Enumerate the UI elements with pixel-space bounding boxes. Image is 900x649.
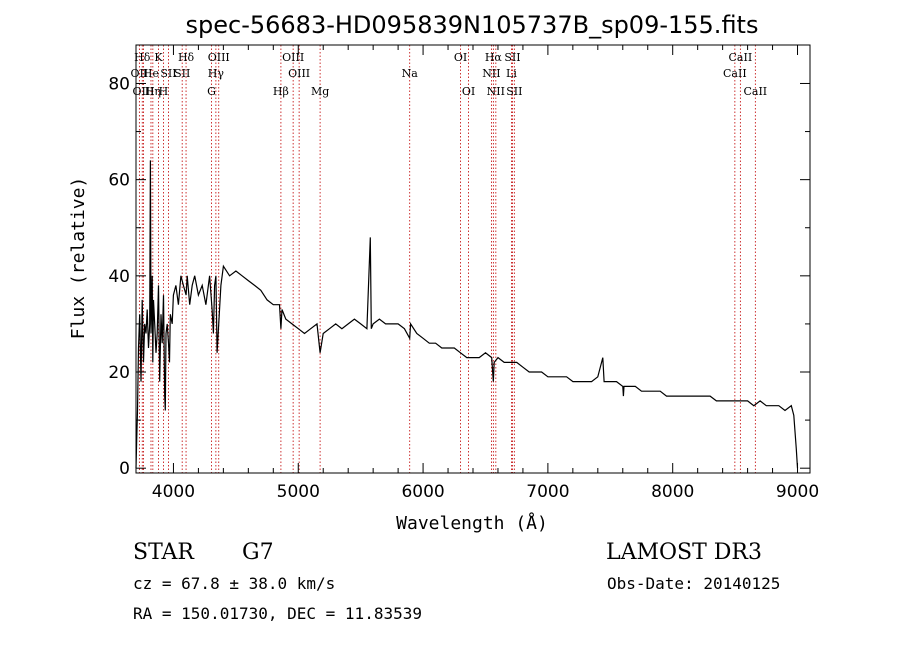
spectral-line-label: SII [174, 67, 190, 80]
spectral-line-label: Hδ [178, 51, 195, 64]
object-subclass: G7 [242, 540, 274, 565]
spectral-line-label: OII [131, 67, 149, 80]
spectral-line-label: Hα [485, 51, 503, 64]
plot-frame [135, 44, 811, 474]
observation-date: Obs-Date: 20140125 [607, 574, 781, 593]
spectral-line-label: OIII [288, 67, 310, 80]
x-tick-label: 6000 [401, 482, 444, 502]
y-tick-label: 80 [108, 74, 130, 94]
y-tick-label: 0 [119, 459, 130, 479]
spectral-line-label: He [143, 67, 159, 80]
spectral-line-markers [138, 45, 756, 473]
spectral-line-label: OIII [208, 51, 230, 64]
spectral-line-label: SII [504, 51, 520, 64]
spectral-line-label: CaII [729, 51, 753, 64]
spectral-line-label: Hη [145, 85, 161, 98]
spectral-line-label: SII [160, 67, 176, 80]
spectral-line-label: G [207, 85, 216, 98]
spectral-line-label: OI [462, 85, 475, 98]
y-axis-label: Flux (relative) [68, 177, 89, 340]
spectral-line-label: CaII [723, 67, 747, 80]
spectral-line-label: Mg [311, 85, 329, 98]
survey-name: LAMOST DR3 [606, 540, 762, 565]
spectral-line-label: SII [506, 85, 522, 98]
spectral-line-label: NII [487, 85, 505, 98]
spectral-line-label: OIII [282, 51, 304, 64]
spectral-line-label: CaII [743, 85, 767, 98]
x-tick-label: 4000 [152, 482, 195, 502]
x-tick-label: 8000 [651, 482, 694, 502]
spectral-line-label: Na [402, 67, 419, 80]
y-tick-label: 60 [108, 171, 130, 191]
chart-title: spec-56683-HD095839N105737B_sp09-155.fit… [186, 11, 759, 39]
axis-ticks: 4000 5000 6000 7000 8000 9000 0 20 40 60 80 [108, 45, 819, 502]
spectral-line-label: OIII [132, 85, 154, 98]
x-tick-label: 9000 [776, 482, 819, 502]
x-axis-label: Wavelength (Å) [396, 512, 548, 534]
ra-dec-coordinates: RA = 150.01730, DEC = 11.83539 [133, 604, 422, 623]
spectral-line-label: OI [454, 51, 467, 64]
spectral-line-label: Hβ [273, 85, 289, 98]
spectral-line-label: Hδ [134, 51, 151, 64]
spectral-line-label: Hγ [208, 67, 225, 80]
x-tick-label: 5000 [277, 482, 320, 502]
spectral-line-label: H [159, 85, 169, 98]
flux-series-line [135, 160, 799, 469]
object-class: STAR [133, 540, 194, 565]
x-tick-label: 7000 [526, 482, 569, 502]
y-tick-label: 20 [108, 363, 130, 383]
y-tick-label: 40 [108, 267, 130, 287]
spectral-line-label: Li [506, 67, 517, 80]
spectral-line-label: K [154, 51, 163, 64]
redshift-velocity: cz = 67.8 ± 38.0 km/s [133, 574, 336, 593]
spectral-line-label: NII [482, 67, 500, 80]
